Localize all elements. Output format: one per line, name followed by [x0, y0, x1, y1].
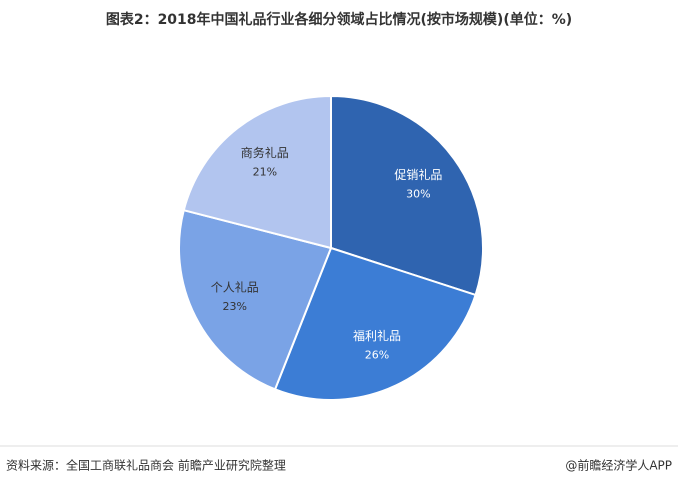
pie-slice — [273, 246, 477, 401]
source: 资料来源：全国工商联礼品商会 前瞻产业研究院整理 — [6, 458, 286, 473]
brand: @前瞻经济学人APP — [565, 458, 672, 473]
value-label: 26% — [365, 349, 389, 362]
slice-label: 福利礼品 — [353, 328, 401, 343]
value-label: 23% — [223, 300, 247, 313]
slice-label: 促销礼品 — [394, 167, 442, 182]
slice-label: 商务礼品 — [241, 145, 289, 160]
value-label: 21% — [253, 166, 277, 179]
pie-slice — [182, 94, 332, 250]
value-label: 30% — [406, 188, 430, 201]
chart-title: 图表2：2018年中国礼品行业各细分领域占比情况(按市场规模)(单位：%) — [106, 11, 572, 28]
pie-slice — [178, 208, 333, 391]
slice-label: 个人礼品 — [211, 280, 259, 295]
pie-slice — [330, 94, 484, 297]
